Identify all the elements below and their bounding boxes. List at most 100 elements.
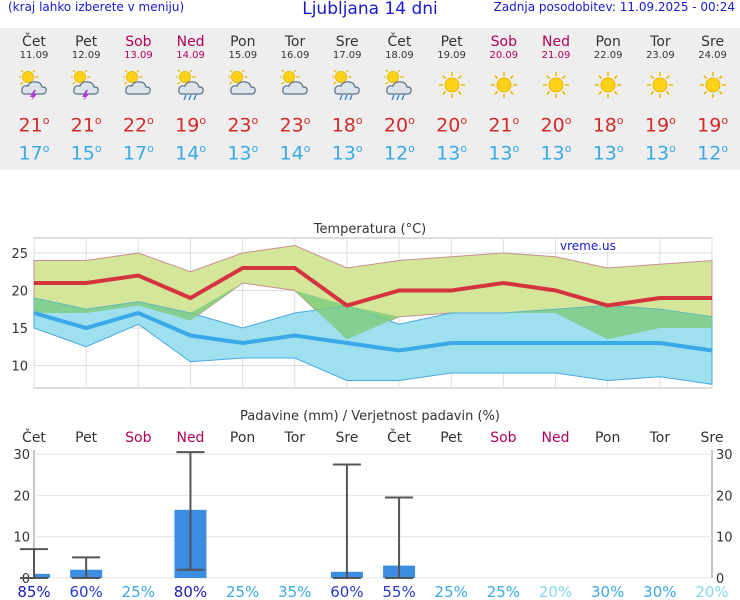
precip-probability: 35% [278, 583, 311, 600]
x-tick-label: Pet [440, 430, 463, 446]
day-name: Ned [542, 34, 570, 50]
x-tick-label: Sob [125, 430, 151, 446]
x-tick-label: Sre [335, 430, 358, 446]
temp-max: 20o [540, 114, 572, 137]
y-tick-label-right: 20 [716, 489, 733, 504]
temp-max: 23o [227, 114, 259, 137]
day-date: 24.09 [698, 50, 727, 61]
temp-min: 13o [331, 142, 363, 165]
partly-cloudy-icon [278, 66, 308, 95]
precip-probability: 25% [122, 583, 155, 600]
day-column: Tor 16.09 23o 14o [269, 28, 321, 166]
day-name: Tor [284, 34, 306, 50]
x-tick-label: Ned [542, 430, 570, 446]
day-column: Pet 12.09 21o 15o [60, 28, 112, 166]
precip-probability: 55% [382, 583, 415, 600]
day-date: 13.09 [124, 50, 153, 61]
x-tick-label: Sre [701, 430, 724, 446]
day-date: 22.09 [593, 50, 623, 61]
precip-chart-title: Padavine (mm) / Verjetnost padavin (%) [240, 409, 500, 424]
day-name: Pon [595, 34, 621, 50]
x-tick-label: Tor [284, 430, 306, 446]
thunderstorm-sun-icon [69, 66, 99, 101]
day-column: Tor 23.09 19o 13o [634, 28, 686, 166]
temp-min: 13o [644, 142, 676, 165]
range-overlap-band [34, 283, 712, 340]
partly-cloudy-icon [226, 66, 256, 95]
day-date: 19.09 [437, 50, 466, 61]
precip-probability: 60% [330, 583, 363, 600]
day-name: Pet [440, 34, 463, 50]
sun-icon [699, 72, 726, 98]
day-column: Ned 14.09 19o 14o [165, 28, 217, 166]
day-column: Sob 13.09 22o 17o [112, 28, 164, 166]
precip-probability: 85% [17, 583, 50, 600]
day-name: Sre [335, 34, 359, 50]
precip-probability: 60% [69, 583, 102, 600]
x-tick-label: Pet [75, 430, 98, 446]
rain-sun-icon [174, 66, 204, 101]
day-column: Čet 11.09 21o 17o [8, 28, 60, 166]
temp-max: 21o [18, 114, 50, 137]
day-column: Sre 24.09 19o 12o [687, 28, 739, 166]
x-tick-label: Ned [176, 430, 204, 446]
x-tick-label: Pon [595, 430, 620, 446]
day-date: 23.09 [646, 50, 675, 61]
temp-max: 21o [488, 114, 520, 137]
temp-min: 14o [279, 142, 311, 165]
day-column: Sre 17.09 18o 13o [321, 28, 373, 166]
forecast-strip: Čet 11.09 21o 17o Pet 12.09 21o 15o Sob 13.09 22o 1… [0, 28, 740, 170]
day-date: 14.09 [176, 50, 205, 61]
y-tick-label: 10 [13, 531, 30, 546]
day-name: Sre [701, 34, 725, 50]
temp-min: 12o [697, 142, 729, 165]
precip-probability: 25% [487, 583, 520, 600]
temperature-chart: Temperatura (°C) 10 15 20 25 vreme.us [11, 222, 713, 389]
temp-min: 12o [383, 142, 415, 165]
sun-icon [543, 72, 569, 98]
day-column: Čet 18.09 20o 12o [373, 28, 425, 166]
temp-min: 15o [70, 142, 102, 165]
sun-icon [438, 72, 465, 98]
precip-probability: 80% [174, 583, 207, 600]
day-name: Ned [176, 34, 205, 50]
temp-max: 22o [122, 114, 154, 137]
y-tick-label: 15 [11, 322, 28, 337]
day-column: Sob 20.09 21o 13o [478, 28, 530, 166]
day-name: Sob [125, 34, 152, 50]
header-left[interactable]: (kraj lahko izberete v meniju) [8, 0, 185, 14]
temp-max: 18o [331, 114, 363, 137]
day-name: Pon [230, 34, 256, 50]
day-name: Čet [22, 34, 46, 50]
precipitation-chart: Padavine (mm) / Verjetnost padavin (%) Če… [13, 409, 733, 600]
day-column: Pon 22.09 18o 13o [582, 28, 634, 166]
day-date: 21.09 [541, 50, 571, 61]
precip-probability: 20% [539, 583, 572, 600]
x-tick-label: Sob [490, 430, 516, 446]
day-date: 15.09 [228, 50, 258, 61]
temp-min: 13o [488, 142, 520, 165]
thunderstorm-sun-icon [17, 66, 47, 101]
day-column: Ned 21.09 20o 13o [530, 28, 582, 166]
temp-min: 14o [175, 142, 207, 165]
tmin-line [33, 310, 713, 353]
y-tick-label: 30 [13, 448, 30, 463]
rain-sun-icon [382, 66, 413, 101]
temp-chart-title: Temperatura (°C) [313, 222, 426, 237]
day-column: Pon 15.09 23o 13o [217, 28, 269, 166]
temp-min: 13o [227, 142, 259, 165]
x-tick-label: Pon [230, 430, 255, 446]
temp-max: 20o [436, 114, 468, 137]
precip-probability: 20% [695, 583, 728, 600]
x-tick-label: Tor [649, 430, 671, 446]
temp-min: 17o [18, 142, 50, 165]
day-name: Pet [75, 34, 98, 50]
page-title: Ljubljana 14 dni [302, 0, 438, 19]
y-tick-label: 20 [11, 285, 28, 300]
precip-probability: 30% [643, 583, 676, 600]
temp-min: 13o [540, 142, 572, 165]
y-tick-label: 0 [22, 572, 30, 587]
temp-max: 20o [383, 114, 415, 137]
sun-icon [647, 72, 674, 98]
sun-icon [595, 72, 622, 98]
